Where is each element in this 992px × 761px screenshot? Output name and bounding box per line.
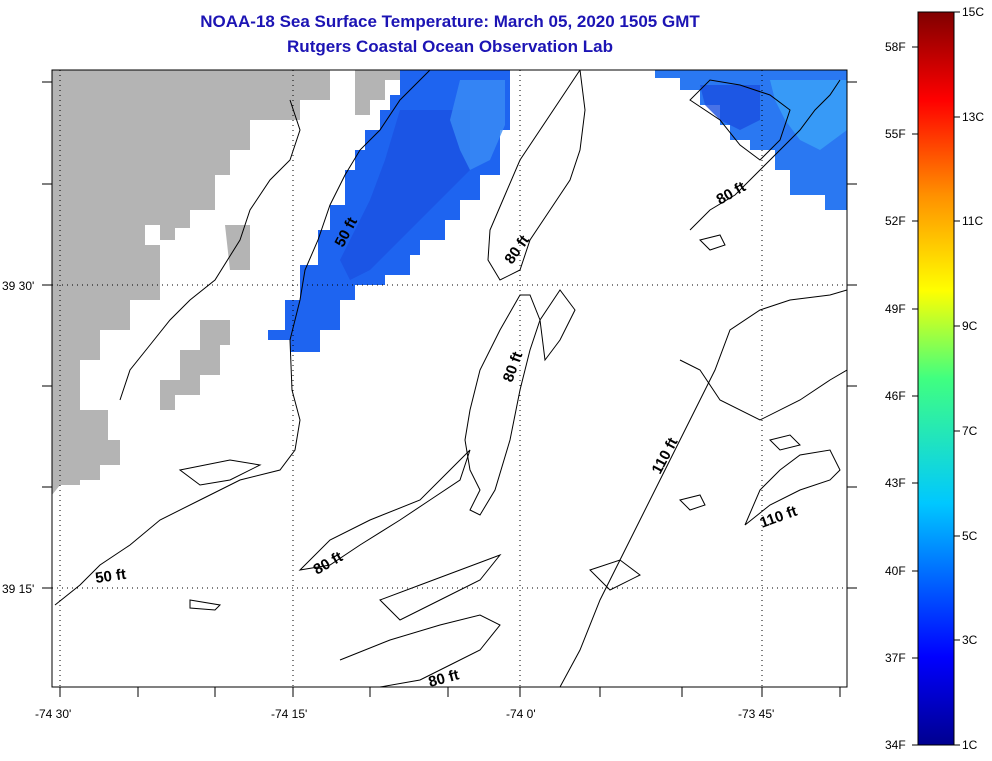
contour-small-4 xyxy=(178,459,262,486)
map-title: NOAA-18 Sea Surface Temperature: March 0… xyxy=(200,12,700,31)
colorbar-f-label: 55F xyxy=(885,127,906,141)
contour-80ft-ridge-2 xyxy=(464,294,541,516)
map-border xyxy=(51,69,848,688)
colorbar-f-label: 52F xyxy=(885,214,906,228)
colorbar-c-label: 13C xyxy=(962,110,984,124)
contour-80ft-east xyxy=(689,79,841,231)
contour-110ft xyxy=(559,289,847,687)
colorbar-c-label: 15C xyxy=(962,5,984,19)
contour-110ft-east xyxy=(744,449,841,526)
colorbar-c-label: 5C xyxy=(962,529,978,543)
contour-80ft-south-2 xyxy=(379,553,502,621)
contour-110ft-loop xyxy=(679,359,847,421)
colorbar-f-label: 58F xyxy=(885,40,906,54)
sst-patch-east-dark xyxy=(700,85,760,130)
colorbar-f-label: 40F xyxy=(885,564,906,578)
colorbar-f-label: 34F xyxy=(885,738,906,752)
map-subtitle: Rutgers Coastal Ocean Observation Lab xyxy=(287,37,613,56)
colorbar-c-label: 3C xyxy=(962,633,978,647)
contour-small-1 xyxy=(699,234,726,251)
contour-small-6 xyxy=(769,434,801,451)
lon-label: -74 30' xyxy=(35,707,71,721)
colorbar-c-labels: 15C 13C 11C 9C 7C 5C 3C 1C xyxy=(962,5,984,752)
colorbar-f-label: 46F xyxy=(885,389,906,403)
contour-small-2 xyxy=(679,494,706,511)
sst-patch-west-core xyxy=(340,110,470,280)
lat-label: 39 30' xyxy=(2,279,34,293)
axis-ticks xyxy=(42,81,857,697)
lon-label: -73 45' xyxy=(738,707,774,721)
colorbar-c-label: 7C xyxy=(962,424,978,438)
contour-50ft-inner xyxy=(119,99,301,401)
land-peninsula xyxy=(160,320,230,410)
lon-label: -74 0' xyxy=(506,707,536,721)
colorbar-f-labels: 58F 55F 52F 49F 46F 43F 40F 37F 34F xyxy=(885,40,906,752)
land-inlet-block xyxy=(225,225,250,270)
colorbar xyxy=(917,11,955,746)
contour-small-3 xyxy=(189,599,222,611)
land-barrier xyxy=(355,70,400,115)
contour-label: 50 ft xyxy=(94,566,127,587)
lon-label: -74 15' xyxy=(271,707,307,721)
colorbar-ticks xyxy=(912,11,960,746)
contour-80ft-south xyxy=(298,449,471,571)
colorbar-c-label: 1C xyxy=(962,738,978,752)
contour-80ft-east-2 xyxy=(689,79,791,161)
lat-label: 39 15' xyxy=(2,582,34,596)
colorbar-c-label: 11C xyxy=(962,214,983,228)
contour-80ft-bottom xyxy=(339,614,501,687)
contour-80ft-ridge-1 xyxy=(487,70,586,281)
contour-small-5 xyxy=(589,559,641,591)
colorbar-f-label: 37F xyxy=(885,651,906,665)
contour-80ft-ridge-3 xyxy=(539,289,576,362)
contour-50ft-coastal xyxy=(54,70,431,606)
colorbar-c-label: 9C xyxy=(962,319,978,333)
colorbar-f-label: 43F xyxy=(885,476,906,490)
sst-patch-west-light xyxy=(450,80,505,170)
bathymetry-contours xyxy=(54,70,847,687)
contour-label: 80 ft xyxy=(427,666,461,690)
colorbar-f-label: 49F xyxy=(885,302,906,316)
land-mass xyxy=(52,70,330,495)
